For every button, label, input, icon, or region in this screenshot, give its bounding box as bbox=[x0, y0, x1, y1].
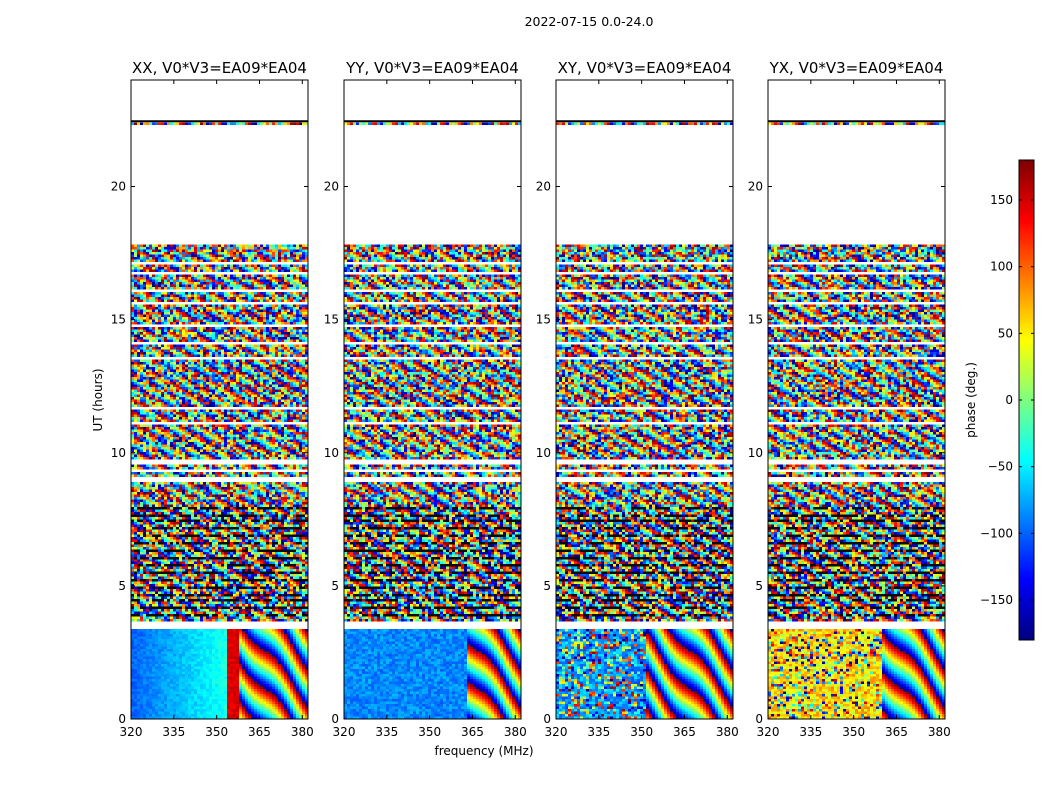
x-tick-label: 365 bbox=[885, 725, 908, 739]
x-tick-label: 335 bbox=[375, 725, 398, 739]
colorbar-tick-label: −50 bbox=[988, 460, 1013, 474]
y-tick-label: 20 bbox=[324, 180, 339, 194]
axes-frame bbox=[767, 79, 946, 720]
y-tick-label: 20 bbox=[111, 180, 126, 194]
y-tick-label: 5 bbox=[543, 579, 551, 593]
x-tick-label: 350 bbox=[205, 725, 228, 739]
y-tick-label: 20 bbox=[748, 180, 763, 194]
x-tick-label: 380 bbox=[504, 725, 527, 739]
colorbar-label: phase (deg.) bbox=[964, 362, 978, 438]
y-tick-label: 10 bbox=[324, 446, 339, 460]
x-tick-label: 365 bbox=[673, 725, 696, 739]
x-tick-label: 350 bbox=[842, 725, 865, 739]
x-tick-label: 320 bbox=[120, 725, 143, 739]
y-tick-label: 10 bbox=[536, 446, 551, 460]
y-tick-label: 15 bbox=[324, 313, 339, 327]
x-tick-label: 380 bbox=[716, 725, 739, 739]
y-tick-label: 10 bbox=[748, 446, 763, 460]
x-tick-label: 320 bbox=[757, 725, 780, 739]
y-tick-label: 0 bbox=[118, 712, 126, 726]
phase-heatmap bbox=[131, 80, 308, 719]
x-tick-label: 380 bbox=[928, 725, 951, 739]
colorbar-tick-label: −150 bbox=[980, 593, 1013, 607]
y-tick-label: 15 bbox=[748, 313, 763, 327]
x-tick-label: 335 bbox=[162, 725, 185, 739]
colorbar-tick-label: 50 bbox=[998, 326, 1013, 340]
x-axis-label: frequency (MHz) bbox=[434, 744, 533, 758]
panel-title: XX, V0*V3=EA09*EA04 bbox=[132, 59, 307, 77]
phase-heatmap bbox=[768, 80, 945, 719]
panel-title: XY, V0*V3=EA09*EA04 bbox=[558, 59, 732, 77]
y-tick-label: 5 bbox=[755, 579, 763, 593]
x-tick-label: 335 bbox=[799, 725, 822, 739]
y-tick-label: 5 bbox=[331, 579, 339, 593]
x-tick-label: 335 bbox=[587, 725, 610, 739]
phase-heatmap bbox=[344, 80, 521, 719]
colorbar-tick-label: 150 bbox=[990, 193, 1013, 207]
axes-frame bbox=[555, 79, 734, 720]
colorbar-gradient bbox=[1019, 160, 1034, 640]
x-tick-label: 365 bbox=[461, 725, 484, 739]
y-tick-label: 20 bbox=[536, 180, 551, 194]
x-tick-label: 380 bbox=[291, 725, 314, 739]
x-tick-label: 350 bbox=[630, 725, 653, 739]
panel-title: YX, V0*V3=EA09*EA04 bbox=[769, 59, 944, 77]
panel-3: YX, V0*V3=EA09*EA04 320 335 350 365 380 0 5 10 15… bbox=[748, 59, 951, 739]
panel-0: XX, V0*V3=EA09*EA04 320 335 350 365 380 0 5 10 15… bbox=[111, 59, 314, 739]
panels-group: XX, V0*V3=EA09*EA04 320 335 350 365 380 0 5 10 15… bbox=[111, 59, 951, 739]
x-tick-label: 320 bbox=[545, 725, 568, 739]
panel-title: YY, V0*V3=EA09*EA04 bbox=[345, 59, 519, 77]
colorbar: 150 100 50 0 −50 −100 −150 bbox=[980, 159, 1035, 641]
axes-frame bbox=[130, 79, 309, 720]
y-tick-label: 10 bbox=[111, 446, 126, 460]
axes-frame bbox=[343, 79, 522, 720]
x-tick-label: 365 bbox=[248, 725, 271, 739]
panel-2: XY, V0*V3=EA09*EA04 320 335 350 365 380 0 5 10 15… bbox=[536, 59, 739, 739]
panel-1: YY, V0*V3=EA09*EA04 320 335 350 365 380 0 5 10 15… bbox=[324, 59, 527, 739]
x-tick-label: 350 bbox=[418, 725, 441, 739]
y-axis-label: UT (hours) bbox=[91, 368, 105, 431]
y-tick-label: 0 bbox=[331, 712, 339, 726]
phase-heatmap bbox=[556, 80, 733, 719]
colorbar-tick-label: 0 bbox=[1005, 393, 1013, 407]
colorbar-tick-label: 100 bbox=[990, 260, 1013, 274]
colorbar-tick-label: −100 bbox=[980, 526, 1013, 540]
y-tick-label: 5 bbox=[118, 579, 126, 593]
y-tick-label: 0 bbox=[755, 712, 763, 726]
figure-title: 2022-07-15 0.0-24.0 bbox=[525, 14, 654, 29]
y-tick-label: 15 bbox=[536, 313, 551, 327]
y-tick-label: 0 bbox=[543, 712, 551, 726]
x-tick-label: 320 bbox=[333, 725, 356, 739]
y-tick-label: 15 bbox=[111, 313, 126, 327]
